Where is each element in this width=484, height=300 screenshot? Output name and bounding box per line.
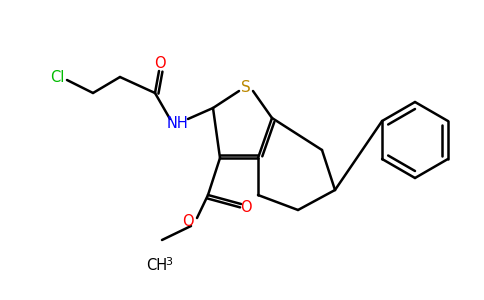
Text: O: O xyxy=(240,200,252,215)
Text: S: S xyxy=(241,80,251,95)
Text: O: O xyxy=(182,214,194,230)
Text: 3: 3 xyxy=(166,257,172,267)
Text: O: O xyxy=(154,56,166,70)
Text: NH: NH xyxy=(167,116,189,130)
Text: CH: CH xyxy=(147,257,167,272)
Text: Cl: Cl xyxy=(50,70,64,86)
